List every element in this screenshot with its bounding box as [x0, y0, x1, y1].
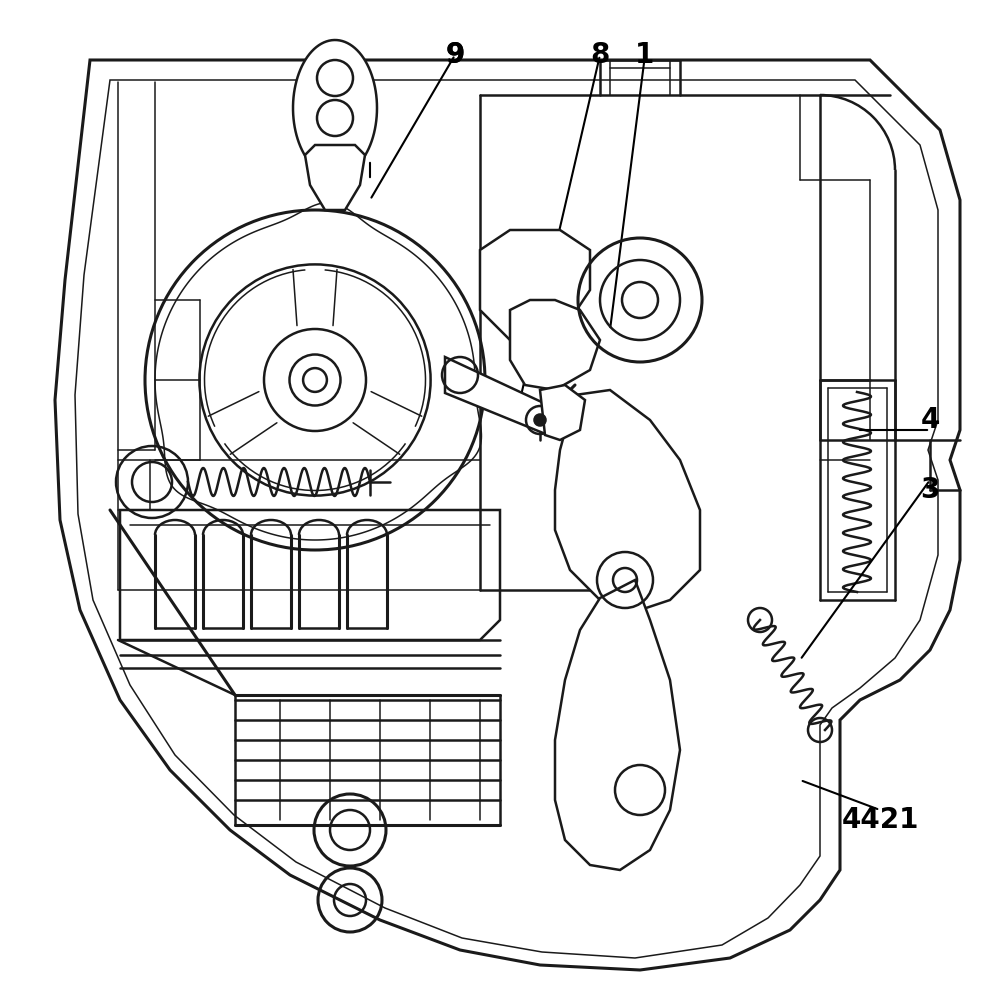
Polygon shape [555, 390, 700, 610]
Polygon shape [555, 580, 680, 870]
Polygon shape [305, 145, 365, 210]
Polygon shape [510, 300, 600, 390]
Text: 4421: 4421 [841, 806, 919, 834]
Text: 8: 8 [590, 41, 610, 69]
Polygon shape [293, 40, 377, 176]
Text: 9: 9 [445, 41, 465, 69]
Polygon shape [540, 385, 585, 440]
Polygon shape [480, 230, 590, 340]
Text: 3: 3 [920, 476, 940, 504]
Text: 4: 4 [920, 406, 940, 434]
Text: 9: 9 [445, 41, 465, 69]
Polygon shape [55, 60, 960, 970]
Circle shape [534, 414, 546, 426]
Text: 1: 1 [635, 41, 655, 69]
Polygon shape [445, 357, 548, 435]
